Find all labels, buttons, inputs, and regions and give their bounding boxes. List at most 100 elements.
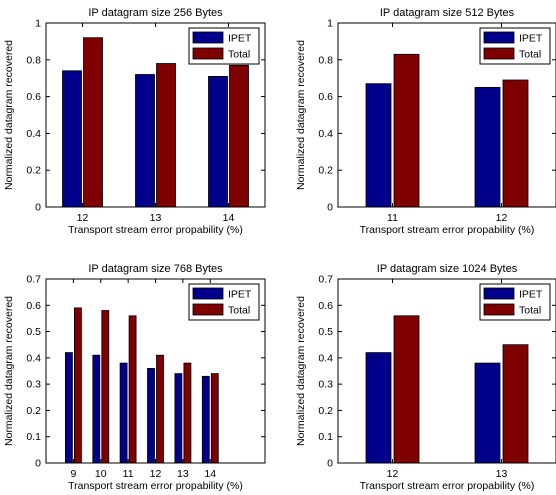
legend: IPET Total: [479, 283, 551, 321]
bar-total-11: [393, 53, 420, 208]
bar-ipet-14: [201, 375, 210, 464]
legend-label-ipet: IPET: [519, 33, 543, 45]
axes-frame: [337, 278, 556, 464]
bar-ipet-10: [92, 354, 101, 464]
y-tick-label: 0.2: [26, 165, 41, 177]
y-tick-label: 0.2: [26, 405, 41, 417]
chart-title: IP datagram size 768 Bytes: [88, 263, 223, 275]
x-tick-label: 13: [177, 468, 189, 480]
y-tick-label: 0: [327, 202, 333, 214]
legend-label-total: Total: [519, 49, 541, 61]
legend-label-ipet: IPET: [228, 289, 252, 301]
legend-label-ipet: IPET: [228, 33, 252, 45]
bar-total-14: [210, 373, 219, 464]
y-tick-label: 0: [35, 202, 41, 214]
axes-frame: [337, 22, 556, 208]
y-tick-label: 0.3: [26, 379, 41, 391]
bar-ipet-14: [208, 76, 228, 208]
legend-label-total: Total: [519, 305, 541, 317]
x-tick-label: 12: [387, 468, 399, 480]
legend-swatch-ipet: [483, 31, 515, 44]
chart-panel-1: 0 0.2 0.4 0.6 0.8 1 12 13 14 IP datagram size 256…: [3, 7, 266, 236]
x-tick-label: 12: [77, 212, 89, 224]
x-tick-label: 9: [70, 468, 76, 480]
y-tick-label: 0.5: [318, 326, 333, 338]
x-tick-label: 11: [123, 468, 134, 480]
chart-panel-4: 0 0.1 0.2 0.3 0.4 0.5 0.6 0.7 12 13 IP datagram si…: [295, 263, 556, 492]
legend: IPET Total: [188, 283, 260, 321]
y-tick-label: 0: [327, 458, 333, 470]
bar-total-14: [229, 64, 249, 208]
x-tick-label: 14: [204, 468, 216, 480]
y-tick-label: 0.6: [26, 91, 41, 103]
x-tick-label: 12: [496, 212, 508, 224]
y-tick-label: 0.2: [318, 165, 333, 177]
legend-label-total: Total: [228, 49, 250, 61]
legend-swatch-ipet: [192, 31, 224, 44]
y-tick-label: 0.2: [318, 405, 333, 417]
x-axis-label: Transport stream error propability (%): [360, 224, 535, 236]
y-tick-label: 1: [35, 18, 41, 30]
bar-total-12: [393, 315, 420, 464]
y-axis-label: Normalized datagram recovered: [295, 296, 307, 446]
legend-swatch-ipet: [192, 287, 224, 300]
y-tick-label: 0.1: [318, 431, 333, 443]
y-tick-label: 1: [327, 18, 333, 30]
legend-label-total: Total: [228, 305, 250, 317]
bar-ipet-13: [474, 362, 501, 464]
chart-title: IP datagram size 512 Bytes: [380, 7, 515, 19]
bar-total-13: [502, 344, 529, 464]
y-tick-label: 0.4: [26, 128, 41, 140]
legend: IPET Total: [188, 27, 260, 65]
bar-ipet-11: [365, 83, 392, 208]
bar-total-12: [156, 354, 164, 464]
x-tick-label: 10: [95, 468, 107, 480]
x-axis-label: Transport stream error propability (%): [68, 224, 243, 236]
x-axis-label: Transport stream error propability (%): [68, 480, 243, 492]
bar-ipet-13: [174, 373, 183, 464]
legend: IPET Total: [479, 27, 551, 65]
y-tick-label: 0.6: [26, 300, 41, 312]
x-axis-label: Transport stream error propability (%): [360, 480, 535, 492]
x-tick-label: 14: [223, 212, 235, 224]
y-tick-label: 0.6: [318, 91, 333, 103]
x-tick-label: 11: [387, 212, 398, 224]
y-tick-label: 0.6: [318, 300, 333, 312]
bar-ipet-12: [147, 367, 155, 464]
bar-total-9: [74, 307, 82, 464]
x-tick-label: 13: [496, 468, 508, 480]
bar-ipet-11: [119, 362, 128, 464]
bar-ipet-12: [365, 352, 392, 464]
bar-total-12: [502, 79, 529, 208]
chart-title: IP datagram size 1024 Bytes: [377, 263, 518, 275]
y-axis-label: Normalized datagram recovered: [295, 40, 307, 190]
y-axis-label: Normalized datagram recovered: [3, 40, 15, 190]
bar-total-12: [83, 37, 103, 208]
bar-total-13: [156, 63, 176, 208]
x-tick-label: 12: [150, 468, 162, 480]
legend-swatch-total: [483, 47, 515, 60]
legend-swatch-total: [192, 47, 224, 60]
bar-total-11: [128, 315, 137, 464]
y-tick-label: 0.4: [26, 352, 41, 364]
legend-label-ipet: IPET: [519, 289, 543, 301]
y-tick-label: 0.5: [26, 326, 41, 338]
bar-total-10: [101, 310, 110, 464]
y-tick-label: 0.4: [318, 352, 333, 364]
y-tick-label: 0: [35, 458, 41, 470]
chart-panel-3: 0 0.1 0.2 0.3 0.4 0.5 0.6 0.7 9 10 11 12 13 14 IP data…: [3, 263, 266, 492]
y-tick-label: 0.8: [318, 54, 333, 66]
chart-title: IP datagram size 256 Bytes: [88, 7, 223, 19]
y-tick-label: 0.7: [26, 274, 41, 286]
y-tick-label: 0.4: [318, 128, 333, 140]
y-tick-label: 0.7: [318, 274, 333, 286]
bar-total-13: [183, 362, 192, 464]
bar-ipet-13: [135, 74, 155, 208]
y-tick-label: 0.1: [26, 431, 41, 443]
legend-swatch-total: [483, 303, 515, 316]
y-axis-label: Normalized datagram recovered: [3, 296, 15, 446]
legend-swatch-ipet: [483, 287, 515, 300]
bar-ipet-12: [474, 87, 501, 208]
